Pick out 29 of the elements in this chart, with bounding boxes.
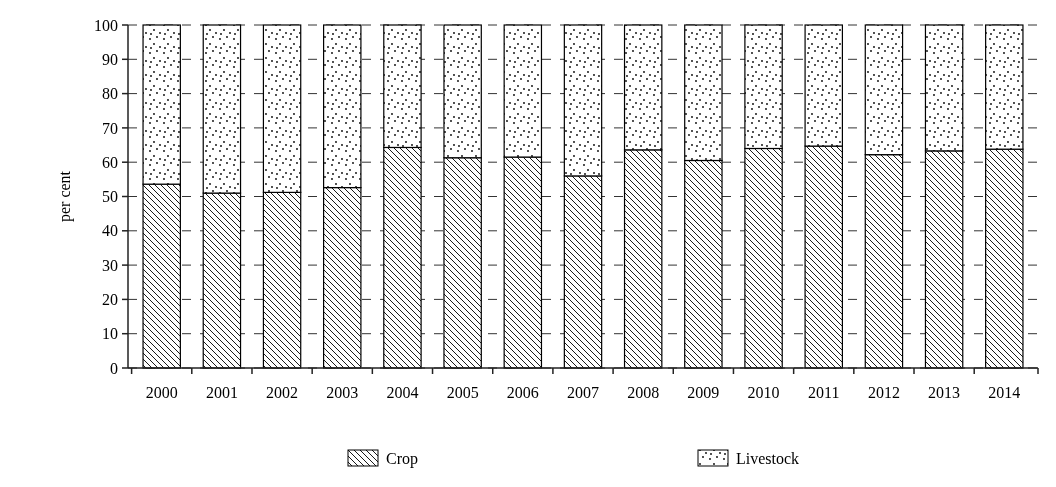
x-tick-label: 2009 [687,384,720,401]
x-tick-label: 2000 [145,384,178,401]
y-tick-label: 0 [110,359,118,377]
y-tick-label: 100 [94,16,118,34]
y-tick-label: 40 [102,222,118,240]
x-tick-label: 2004 [386,384,419,401]
y-tick-label: 90 [102,50,118,68]
x-tick-label: 2013 [928,384,961,401]
y-tick-label: 60 [102,153,118,171]
y-tick-label: 50 [102,188,118,206]
x-tick-label: 2005 [446,384,479,401]
y-tick-label: 20 [102,291,118,308]
legend-label: Livestock [736,450,800,467]
y-tick-label: 80 [102,85,118,103]
y-tick-label: 70 [102,119,118,137]
legend-label: Crop [386,450,418,468]
y-axis-title: per cent [56,170,74,223]
x-tick-label: 2012 [867,384,900,401]
x-tick-label: 2006 [506,384,539,401]
x-tick-label: 2001 [205,384,238,401]
y-tick-label: 10 [102,325,118,343]
x-tick-label: 2008 [627,384,660,401]
x-tick-label: 2014 [988,384,1021,401]
x-tick-label: 2011 [808,384,840,401]
x-tick-label: 2007 [567,384,599,401]
x-tick-label: 2003 [326,384,359,401]
y-tick-label: 30 [102,256,118,274]
x-tick-label: 2010 [747,384,780,401]
x-tick-label: 2002 [266,384,299,401]
